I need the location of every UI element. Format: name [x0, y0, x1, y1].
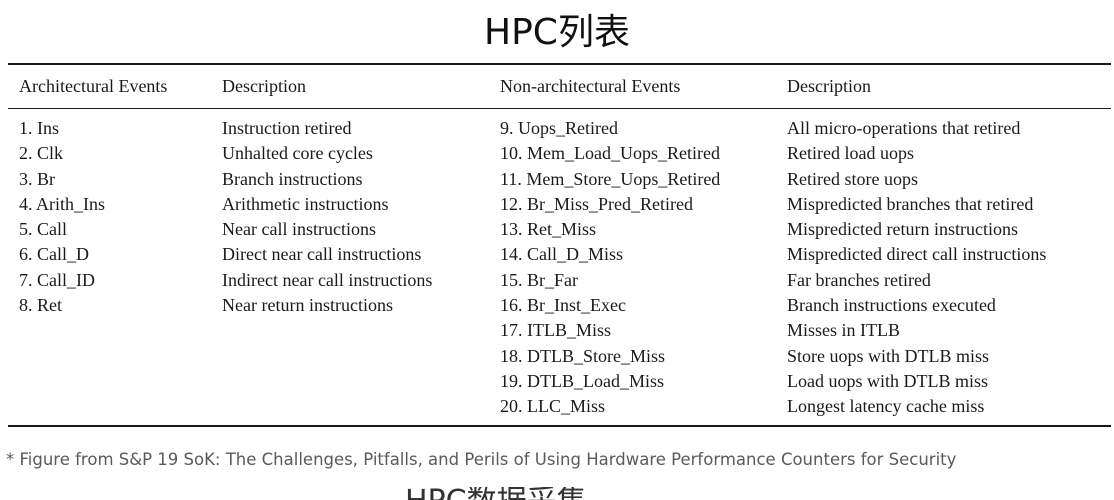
table-cell-description: Store uops with DTLB miss: [787, 345, 990, 366]
table-cell-event: 15. Br_Far: [500, 269, 578, 290]
table-cell-event: 5. Call: [19, 219, 67, 240]
table-cell-event: 3. Br: [19, 168, 55, 189]
table-cell-event: 11. Mem_Store_Uops_Retired: [500, 168, 721, 189]
table-cell-description: Arithmetic instructions: [222, 193, 389, 214]
table-header-rule: [8, 108, 1111, 109]
table-cell-event: 8. Ret: [19, 295, 62, 316]
table-cell-event: 13. Ret_Miss: [500, 219, 597, 240]
table-cell-description: Indirect near call instructions: [222, 269, 433, 290]
header-description-non-architectural: Description: [787, 76, 871, 96]
table-cell-description: Retired load uops: [787, 143, 914, 164]
next-heading-partial: HPC数据采集: [405, 487, 665, 500]
architectural-events-column: 1. Ins 2. Clk 3. Br 4. Arith_Ins 5. Call 6. C…: [19, 116, 105, 318]
table-cell-description: Branch instructions: [222, 168, 363, 189]
table-cell-event: 9. Uops_Retired: [500, 118, 618, 138]
header-architectural-events: Architectural Events: [19, 76, 168, 96]
table-cell-event: 16. Br_Inst_Exec: [500, 295, 626, 316]
table-cell-description: Misses in ITLB: [787, 320, 901, 341]
source-footnote: * Figure from S&P 19 SoK: The Challenges…: [6, 450, 957, 469]
table-cell-event: 14. Call_D_Miss: [500, 244, 624, 265]
table-cell-description: Unhalted core cycles: [222, 143, 373, 164]
table-cell-description: Far branches retired: [787, 269, 931, 290]
table-cell-description: Direct near call instructions: [222, 244, 422, 265]
table-cell-description: Retired store uops: [787, 168, 918, 189]
table-cell-description: Load uops with DTLB miss: [787, 370, 988, 391]
table-cell-event: 1. Ins: [19, 118, 59, 138]
table-cell-description: Near call instructions: [222, 219, 376, 240]
table-cell-description: Mispredicted branches that retired: [787, 193, 1034, 214]
table-cell-description: Near return instructions: [222, 295, 393, 316]
table-cell-event: 4. Arith_Ins: [19, 193, 106, 214]
table-top-rule: [8, 63, 1111, 65]
non-architectural-descriptions-column: All micro-operations that retired Retired…: [787, 116, 1046, 420]
table-cell-event: 10. Mem_Load_Uops_Retired: [500, 143, 720, 164]
header-description-architectural: Description: [222, 76, 306, 96]
non-architectural-events-column: 9. Uops_Retired 10. Mem_Load_Uops_Retired…: [500, 116, 720, 420]
table-cell-event: 7. Call_ID: [19, 269, 95, 290]
table-cell-event: 12. Br_Miss_Pred_Retired: [500, 193, 693, 214]
architectural-descriptions-column: Instruction retired Unhalted core cycles B…: [222, 116, 432, 318]
table-cell-description: All micro-operations that retired: [787, 118, 1021, 138]
table-cell-description: Instruction retired: [222, 118, 352, 138]
table-cell-event: 2. Clk: [19, 143, 64, 164]
header-non-architectural-events: Non-architectural Events: [500, 76, 681, 96]
table-cell-description: Branch instructions executed: [787, 295, 996, 316]
slide-title: HPC列表: [484, 12, 630, 53]
table-cell-description: Mispredicted direct call instructions: [787, 244, 1047, 265]
next-heading-text: HPC数据采集: [405, 487, 665, 500]
table-cell-event: 18. DTLB_Store_Miss: [500, 345, 666, 366]
table-cell-description: Mispredicted return instructions: [787, 219, 1018, 240]
table-cell-event: 17. ITLB_Miss: [500, 320, 612, 341]
table-cell-description: Longest latency cache miss: [787, 396, 985, 417]
table-cell-event: 20. LLC_Miss: [500, 396, 606, 417]
table-cell-event: 6. Call_D: [19, 244, 89, 265]
table-bottom-rule: [8, 425, 1111, 427]
table-cell-event: 19. DTLB_Load_Miss: [500, 370, 664, 391]
